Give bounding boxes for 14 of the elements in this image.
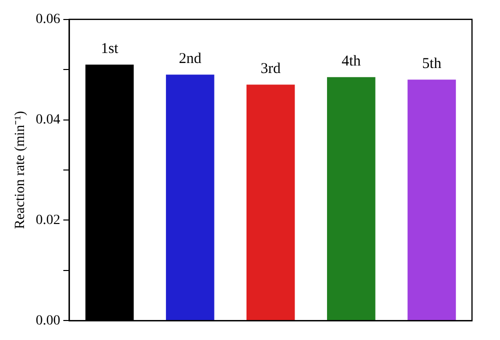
x-tick-label: 3rd [260,61,282,78]
y-tick-label: 0.02 [36,212,60,228]
y-tick-label: 0.04 [36,112,60,128]
bar [327,77,376,320]
y-tick-label: 0.06 [36,12,60,28]
bar [408,80,456,320]
bar [166,74,214,320]
x-tick-label: 2nd [178,51,202,68]
y-tick-label: 0.00 [36,313,60,328]
x-tick-label: 5th [422,56,442,72]
x-tick-label: 1st [100,41,120,58]
y-axis-title: Reaction rate (min⁻¹) [13,110,28,230]
bar [246,84,295,320]
x-tick-label: 4th [342,54,362,70]
